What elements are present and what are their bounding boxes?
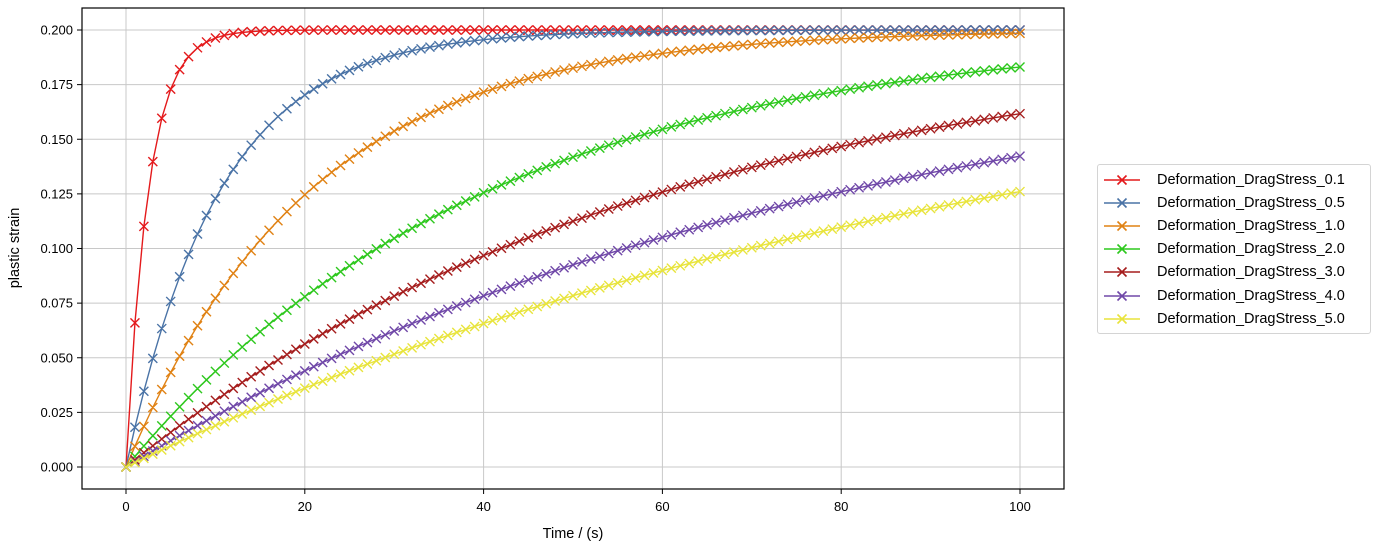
y-tick-label: 0.125	[40, 186, 73, 201]
legend-label: Deformation_DragStress_4.0	[1157, 287, 1345, 304]
series-line	[121, 108, 1025, 472]
legend-item: Deformation_DragStress_0.1	[1104, 168, 1370, 191]
y-tick-label: 0.050	[40, 350, 73, 365]
x-marker-icon	[121, 186, 1025, 472]
x-tick-label: 20	[298, 499, 312, 514]
legend-label: Deformation_DragStress_3.0	[1157, 264, 1345, 281]
x-axis-label: Time / (s)	[543, 526, 604, 542]
x-tick-label: 40	[476, 499, 490, 514]
y-tick-label: 0.075	[40, 296, 73, 311]
x-axis-ticks: 0 20 40 60 80 100	[122, 489, 1031, 514]
legend-label: Deformation_DragStress_1.0	[1157, 217, 1345, 234]
legend-swatch-icon	[1104, 220, 1140, 232]
legend: Deformation_DragStress_0.1 Deformation_D…	[1097, 164, 1371, 334]
x-marker-icon	[121, 28, 1025, 472]
legend-item: Deformation_DragStress_4.0	[1104, 284, 1370, 307]
series-line	[121, 151, 1025, 472]
legend-swatch-icon	[1104, 174, 1140, 185]
legend-item: Deformation_DragStress_3.0	[1104, 261, 1370, 284]
legend-item: Deformation_DragStress_5.0	[1104, 307, 1370, 330]
series-line	[121, 186, 1025, 472]
legend-swatch-icon	[1104, 197, 1140, 208]
y-tick-label: 0.175	[40, 77, 73, 92]
legend-swatch-icon	[1104, 244, 1140, 255]
y-axis-label: plastic strain	[7, 208, 23, 289]
x-tick-label: 60	[655, 499, 669, 514]
y-axis-ticks: 0.000 0.025 0.050 0.075 0.100 0.125 0.150 0.175…	[40, 23, 82, 475]
x-tick-label: 100	[1009, 499, 1031, 514]
y-tick-label: 0.000	[40, 460, 73, 475]
x-tick-label: 80	[834, 499, 848, 514]
series-layer	[121, 25, 1025, 472]
legend-swatch-icon	[1104, 313, 1140, 324]
x-tick-label: 0	[122, 499, 129, 514]
grid-lines	[82, 8, 1064, 489]
legend-swatch-icon	[1104, 267, 1140, 278]
x-marker-icon	[121, 108, 1025, 472]
x-marker-icon	[121, 151, 1025, 472]
legend-item: Deformation_DragStress_1.0	[1104, 214, 1370, 237]
legend-label: Deformation_DragStress_5.0	[1157, 310, 1345, 327]
legend-label: Deformation_DragStress_0.5	[1157, 194, 1345, 211]
legend-swatch-icon	[1104, 290, 1140, 301]
legend-label: Deformation_DragStress_2.0	[1157, 241, 1345, 258]
y-tick-label: 0.150	[40, 132, 73, 147]
y-tick-label: 0.025	[40, 405, 73, 420]
series-line	[121, 28, 1025, 472]
y-tick-label: 0.200	[40, 23, 73, 38]
legend-item: Deformation_DragStress_0.5	[1104, 191, 1370, 214]
legend-label: Deformation_DragStress_0.1	[1157, 171, 1345, 188]
legend-item: Deformation_DragStress_2.0	[1104, 238, 1370, 261]
y-tick-label: 0.100	[40, 241, 73, 256]
